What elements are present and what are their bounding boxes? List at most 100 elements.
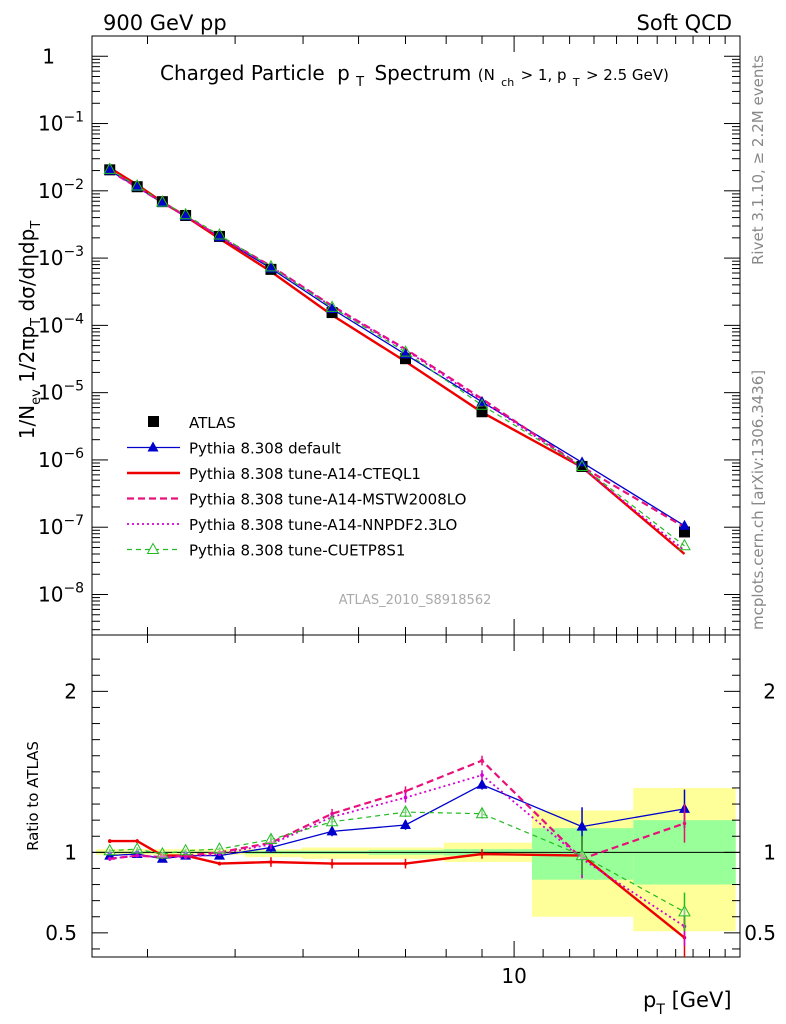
- ratio-point: [135, 839, 139, 843]
- legend-label: Pythia 8.308 tune-A14-NNPDF2.3LO: [189, 516, 457, 534]
- y-tick-label: 10−5: [38, 379, 84, 405]
- cuetp8s1-marker: [678, 538, 691, 551]
- cuetp8s1-marker: [264, 259, 278, 272]
- ratio-series-layer: [103, 755, 691, 957]
- title-cut-close: > 2.5 GeV): [586, 66, 669, 84]
- y-tick-exponent: −3: [63, 244, 84, 260]
- cuetp8s1-marker: [399, 345, 412, 357]
- y-tick-label: 10−6: [38, 446, 84, 472]
- ratio-default-marker: [326, 825, 338, 836]
- legend-label: Pythia 8.308 tune-A14-CTEQL1: [189, 465, 421, 483]
- ratio-point: [480, 852, 484, 856]
- default-marker: [326, 303, 338, 314]
- ratio-point: [480, 758, 484, 763]
- svg-text:pT [GeV]: pT [GeV]: [643, 988, 732, 1018]
- y-tick-label: 10−3: [38, 244, 84, 270]
- plot-title: Charged Particle p T Spectrum (N ch > 1,…: [160, 61, 669, 91]
- ratio-y-tick-label: 1: [64, 840, 77, 864]
- title-cut-mid: > 1, p: [521, 66, 567, 84]
- ratio-cuetp8s1-marker: [575, 848, 589, 861]
- ratio-point: [330, 861, 334, 866]
- header-left: 900 GeV pp: [103, 11, 227, 35]
- default-marker: [180, 210, 192, 221]
- ratio-default-marker: [476, 778, 488, 789]
- atlas-data-point: [576, 460, 588, 472]
- ratio-cuetp8s1-marker: [179, 843, 192, 856]
- cuetp8s1-marker: [130, 178, 144, 191]
- y-tick-label: 1: [42, 44, 55, 68]
- ratio-default-marker: [399, 818, 411, 829]
- cuetp8s1-marker: [213, 228, 226, 240]
- ratio-cuetp8s1-marker: [264, 832, 278, 844]
- default-marker: [678, 519, 690, 530]
- ratio-point: [480, 773, 484, 777]
- ratio-y-tick-label-right: 1: [763, 840, 776, 864]
- mcplots-credit: mcplots.cern.ch [arXiv:1306.3436]: [749, 370, 767, 630]
- legend-label: Pythia 8.308 default: [189, 440, 341, 458]
- ratio-point: [183, 855, 188, 859]
- ratio-point: [403, 789, 408, 793]
- y-tick-exponent: −2: [63, 177, 84, 193]
- ratio-cuetp8s1-marker: [130, 842, 144, 854]
- legend-marker-default: [147, 441, 159, 452]
- x-axis-label: pT [GeV]: [643, 988, 732, 1018]
- ratio-point: [107, 856, 112, 861]
- legend-marker-atlas: [148, 416, 159, 427]
- atlas-data-point: [678, 526, 690, 538]
- title-cut-pt-sub: T: [572, 76, 580, 89]
- ratio-point: [403, 861, 408, 866]
- y-tick-exponent: −1: [63, 110, 84, 126]
- ratio-y-tick-label-right: 0.5: [744, 921, 776, 945]
- y-tick-label: 10−4: [38, 311, 84, 337]
- legend-marker-cuetp8s1: [146, 542, 160, 554]
- cuetp8s1-marker: [475, 398, 489, 410]
- title-text: Charged Particle: [160, 61, 325, 85]
- cuetp8s1-marker: [103, 162, 117, 174]
- ratio-point: [107, 839, 112, 843]
- cuetp8s1-marker: [179, 207, 192, 220]
- default-marker: [131, 180, 143, 191]
- ratio-point: [403, 795, 408, 800]
- svg-text:Charged Particle p: Charged Particle p T Spectrum (N ch > 1,…: [160, 61, 669, 91]
- rivet-version: Rivet 3.1.10, ≥ 2.2M events: [749, 55, 767, 265]
- legend: ATLAS Pythia 8.308 default Pythia 8.308 tu…: [127, 414, 466, 560]
- atlas-data-point: [399, 353, 411, 365]
- x-tick-label: 10: [501, 964, 526, 988]
- main-series-line: [109, 168, 685, 547]
- legend-label: Pythia 8.308 tune-CUETP8S1: [189, 542, 405, 560]
- ratio-cuetp8s1-marker: [399, 805, 412, 817]
- y-tick-label: 10−7: [38, 513, 84, 539]
- atlas-data-point: [476, 406, 488, 418]
- title-cut-nch-sub: ch: [501, 76, 514, 89]
- header-right: Soft QCD: [637, 11, 732, 35]
- title-pt-sub: T: [355, 75, 364, 90]
- ratio-point: [217, 861, 222, 866]
- ratio-cuetp8s1-marker: [213, 842, 226, 854]
- ratio-cuetp8s1-marker: [156, 846, 169, 859]
- default-marker: [265, 262, 277, 273]
- ratio-cuetp8s1-marker: [325, 814, 339, 827]
- ratio-series-line: [109, 759, 685, 861]
- y-tick-exponent: −4: [63, 311, 84, 327]
- y-tick-label: 10−1: [38, 110, 84, 136]
- ratio-point: [135, 853, 139, 858]
- title-pt: p: [337, 61, 350, 85]
- ratio-plot-frame: [91, 634, 741, 958]
- title-cut-open: (N: [478, 66, 495, 84]
- y-tick-exponent: −8: [63, 580, 84, 596]
- default-marker: [156, 196, 168, 207]
- ratio-y-tick-label: 0.5: [45, 921, 77, 945]
- ratio-cuetp8s1-marker: [103, 843, 117, 856]
- y-tick-exponent: −7: [63, 513, 84, 529]
- ratio-point: [269, 860, 273, 864]
- ratio-cuetp8s1-marker: [678, 904, 691, 917]
- cuetp8s1-marker: [575, 459, 589, 471]
- title-word: Spectrum: [374, 61, 471, 85]
- y-tick-label: 10−2: [38, 177, 84, 203]
- ratio-point: [682, 821, 687, 826]
- main-series-layer: [103, 162, 691, 555]
- ratio-bands: [96, 787, 736, 932]
- analysis-watermark: ATLAS_2010_S8918562: [339, 593, 492, 608]
- ratio-ylabel: Ratio to ATLAS: [24, 741, 42, 851]
